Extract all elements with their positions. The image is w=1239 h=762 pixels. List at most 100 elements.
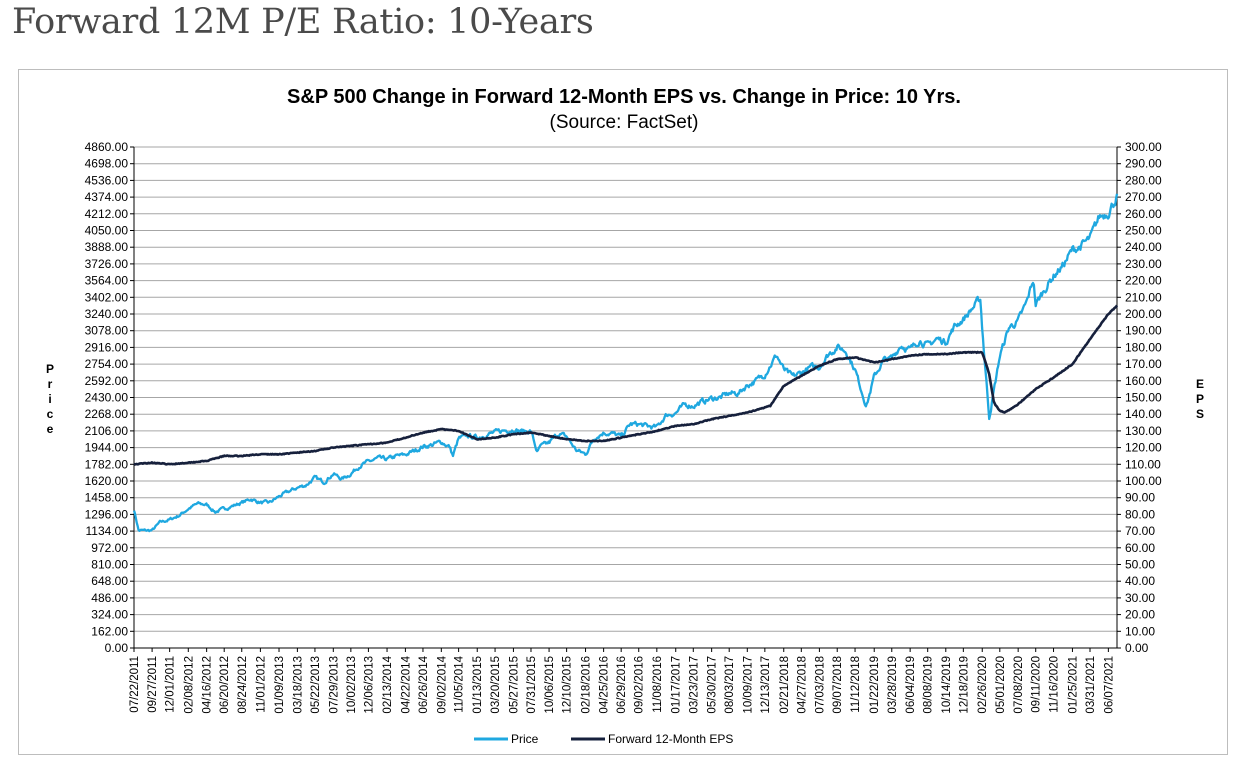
x-tick-label: 02/21/2018 bbox=[779, 656, 791, 714]
x-tick-label: 03/28/2019 bbox=[887, 656, 899, 714]
x-tick-label: 02/08/2012 bbox=[183, 656, 195, 714]
chart-title: S&P 500 Change in Forward 12-Month EPS v… bbox=[287, 86, 961, 108]
x-tick-label: 02/13/2014 bbox=[382, 655, 394, 713]
y2-tick-label: 110.00 bbox=[1125, 457, 1161, 471]
y-tick-label: 162.00 bbox=[91, 624, 128, 638]
x-tick-label: 05/01/2020 bbox=[995, 656, 1007, 714]
y2-tick-label: 70.00 bbox=[1125, 524, 1155, 538]
y-tick-label: 2268.00 bbox=[85, 407, 129, 421]
x-tick-label: 12/13/2017 bbox=[760, 656, 772, 714]
y-tick-label: 486.00 bbox=[91, 591, 128, 605]
x-tick-label: 01/22/2019 bbox=[869, 656, 881, 714]
y-tick-label: 810.00 bbox=[91, 558, 128, 572]
x-tick-label: 07/31/2015 bbox=[526, 656, 538, 714]
y2-tick-label: 290.00 bbox=[1125, 157, 1162, 171]
y-tick-label: 4374.00 bbox=[85, 190, 129, 204]
x-tick-label: 09/11/2020 bbox=[1031, 656, 1043, 713]
y-tick-label: 3078.00 bbox=[85, 324, 129, 338]
y-axis-label-letter: P bbox=[46, 362, 54, 376]
x-tick-label: 04/25/2016 bbox=[599, 656, 611, 714]
y2-tick-label: 90.00 bbox=[1125, 491, 1155, 505]
x-tick-label: 11/16/2020 bbox=[1049, 656, 1061, 713]
x-tick-label: 03/18/2013 bbox=[292, 656, 304, 714]
y-tick-label: 648.00 bbox=[91, 574, 128, 588]
x-tick-label: 04/16/2012 bbox=[202, 656, 214, 714]
x-tick-label: 02/26/2020 bbox=[977, 656, 989, 714]
x-tick-label: 10/02/2013 bbox=[346, 656, 358, 714]
y2-axis-label-letter: S bbox=[1196, 407, 1204, 421]
x-tick-label: 05/30/2017 bbox=[707, 656, 719, 714]
x-tick-label: 09/07/2018 bbox=[832, 656, 844, 714]
y2-tick-label: 60.00 bbox=[1125, 541, 1155, 555]
x-tick-label: 12/10/2015 bbox=[562, 656, 574, 714]
chart-frame bbox=[18, 69, 1228, 755]
y2-tick-label: 10.00 bbox=[1125, 624, 1155, 638]
x-tick-label: 03/31/2021 bbox=[1085, 656, 1097, 714]
y-tick-label: 0.00 bbox=[105, 641, 129, 655]
y-tick-label: 3726.00 bbox=[85, 257, 129, 271]
y-tick-label: 2106.00 bbox=[85, 424, 129, 438]
x-tick-label: 09/27/2011 bbox=[147, 656, 159, 713]
y2-axis-label-letter: E bbox=[1196, 377, 1204, 391]
left-axis-label: Price bbox=[46, 362, 54, 436]
y-tick-label: 2592.00 bbox=[85, 374, 129, 388]
x-tick-label: 07/03/2018 bbox=[814, 656, 826, 714]
x-tick-label: 02/18/2016 bbox=[581, 656, 593, 714]
x-tick-label: 12/06/2013 bbox=[363, 656, 375, 714]
x-tick-label: 11/01/2012 bbox=[255, 656, 267, 713]
y2-tick-label: 260.00 bbox=[1125, 207, 1162, 221]
y2-tick-label: 170.00 bbox=[1125, 357, 1162, 371]
x-tick-label: 08/08/2019 bbox=[923, 656, 935, 714]
y-tick-label: 972.00 bbox=[91, 541, 128, 555]
x-tick-label: 01/09/2013 bbox=[274, 656, 286, 714]
left-axis-ticks: 4860.00 4698.00 4536.00 4374.00 4212.00 4050.… bbox=[85, 140, 129, 655]
y-tick-label: 1944.00 bbox=[85, 441, 129, 455]
x-tick-label: 11/05/2014 bbox=[454, 655, 466, 712]
y2-tick-label: 300.00 bbox=[1125, 140, 1162, 154]
eps-series-line bbox=[133, 304, 1119, 466]
y-tick-label: 2430.00 bbox=[85, 391, 129, 405]
x-tick-label: 07/08/2020 bbox=[1013, 656, 1025, 714]
price-series-line bbox=[132, 193, 1119, 533]
y-tick-label: 4050.00 bbox=[85, 224, 129, 238]
legend: Price Forward 12-Month EPS bbox=[474, 732, 733, 746]
y-tick-label: 1296.00 bbox=[85, 507, 129, 521]
y-tick-label: 1458.00 bbox=[85, 491, 129, 505]
y2-tick-label: 150.00 bbox=[1125, 391, 1162, 405]
y2-tick-label: 160.00 bbox=[1125, 374, 1162, 388]
x-tick-label: 06/07/2021 bbox=[1103, 656, 1115, 714]
x-tick-label: 01/17/2017 bbox=[671, 656, 683, 714]
y-tick-label: 4698.00 bbox=[85, 157, 129, 171]
x-tick-label: 05/27/2015 bbox=[508, 656, 520, 714]
x-tick-label: 09/02/2016 bbox=[634, 656, 646, 714]
x-tick-label: 10/06/2015 bbox=[544, 656, 556, 714]
y-tick-label: 3564.00 bbox=[85, 274, 129, 288]
y-axis-label-letter: e bbox=[47, 422, 54, 436]
x-tick-label: 06/26/2014 bbox=[418, 655, 430, 713]
y2-tick-label: 80.00 bbox=[1125, 507, 1155, 521]
chart-subtitle: (Source: FactSet) bbox=[550, 112, 699, 133]
legend-price-label: Price bbox=[511, 732, 539, 746]
y2-tick-label: 190.00 bbox=[1125, 324, 1162, 338]
y-tick-label: 2754.00 bbox=[85, 357, 129, 371]
y2-tick-label: 30.00 bbox=[1125, 591, 1155, 605]
x-tick-label: 07/22/2011 bbox=[129, 656, 141, 713]
gridlines bbox=[134, 146, 1117, 649]
y2-tick-label: 230.00 bbox=[1125, 257, 1162, 271]
x-tick-label: 08/24/2012 bbox=[237, 656, 249, 714]
y2-tick-label: 40.00 bbox=[1125, 574, 1155, 588]
x-tick-label: 05/22/2013 bbox=[310, 656, 322, 714]
y2-tick-label: 270.00 bbox=[1125, 190, 1162, 204]
right-axis-ticks: 300.00 290.00 280.00 270.00 260.00 250.00 240.… bbox=[1125, 140, 1162, 655]
y-tick-label: 2916.00 bbox=[85, 340, 129, 354]
y-tick-label: 4212.00 bbox=[85, 207, 129, 221]
y2-tick-label: 200.00 bbox=[1125, 307, 1162, 321]
x-tick-label: 11/08/2016 bbox=[652, 656, 664, 713]
y-tick-label: 4860.00 bbox=[85, 140, 129, 154]
y2-tick-label: 0.00 bbox=[1125, 641, 1149, 655]
page-heading: Forward 12M P/E Ratio: 10-Years bbox=[12, 2, 594, 42]
y-tick-label: 1782.00 bbox=[85, 457, 129, 471]
y-tick-label: 3888.00 bbox=[85, 240, 129, 254]
y-tick-label: 1620.00 bbox=[85, 474, 129, 488]
x-tick-label: 01/25/2021 bbox=[1067, 656, 1079, 714]
